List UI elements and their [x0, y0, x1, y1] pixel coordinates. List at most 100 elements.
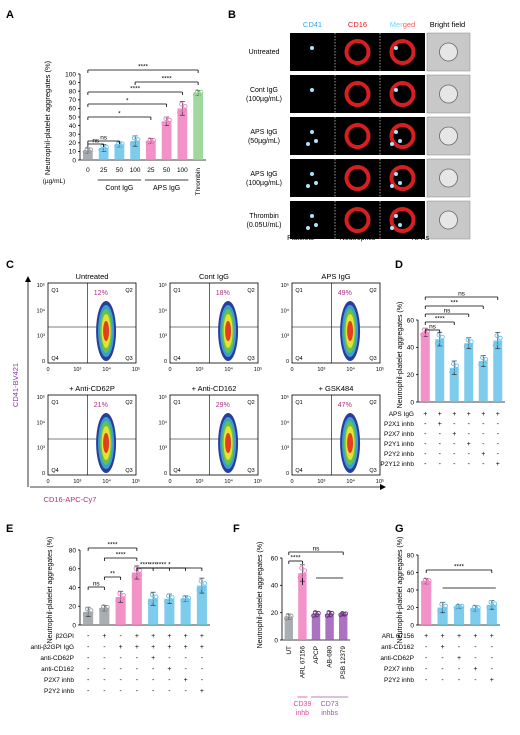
quadrant-label: Q1 — [295, 288, 302, 294]
condition-sign: - — [458, 677, 461, 684]
condition-sign: + — [490, 677, 494, 684]
data-point — [99, 607, 104, 613]
condition-sign: + — [151, 633, 155, 640]
condition-sign: - — [152, 666, 155, 673]
data-point — [439, 602, 444, 607]
y-tick-label: 60 — [407, 317, 415, 324]
condition-sign: + — [184, 644, 188, 651]
data-point — [476, 605, 481, 610]
data-point — [82, 612, 88, 617]
x-tick-label: 10⁵ — [376, 478, 384, 485]
data-point — [343, 611, 348, 616]
row-sublabel: (0.05U/mL) — [246, 222, 281, 229]
condition-sign: - — [491, 644, 494, 651]
data-point — [297, 575, 303, 581]
data-point — [492, 343, 498, 348]
condition-sign: - — [168, 655, 171, 662]
y-tick-label: 40 — [407, 345, 415, 352]
condition-sign: - — [424, 451, 427, 458]
data-point — [119, 596, 125, 601]
bar — [196, 585, 207, 625]
data-point — [198, 578, 204, 584]
condition-sign: - — [152, 677, 155, 684]
y-tick-label: 10⁴ — [159, 419, 168, 426]
dose-label: 25 — [100, 167, 108, 174]
x-tick-label: 10⁴ — [102, 478, 111, 485]
data-point — [302, 568, 308, 573]
y-tick-label: 10⁴ — [281, 307, 290, 314]
data-point — [167, 117, 172, 123]
data-point — [164, 599, 169, 604]
y-tick-label: 20 — [271, 610, 279, 617]
merged-platelet — [398, 223, 402, 227]
quadrant-label: Q4 — [51, 468, 58, 474]
data-point — [88, 608, 94, 613]
x-tick-label: 10⁴ — [224, 478, 233, 485]
condition-label: β2GPI — [55, 633, 74, 640]
merged-platelet — [394, 214, 398, 218]
condition-sign: - — [103, 666, 106, 673]
condition-sign: - — [453, 441, 456, 448]
bar — [421, 581, 432, 625]
y-tick-label: 60 — [271, 555, 279, 562]
data-point — [427, 578, 432, 583]
data-point — [186, 595, 191, 601]
data-point — [465, 337, 471, 343]
data-point — [451, 361, 456, 366]
bar — [338, 614, 348, 640]
data-point — [137, 568, 143, 573]
density-contour — [225, 321, 232, 341]
dose-label: 50 — [116, 167, 124, 174]
data-point — [133, 566, 139, 571]
condition-sign: - — [497, 451, 500, 458]
density-contour — [347, 321, 354, 341]
data-point — [470, 607, 475, 613]
x-tick-label: 10³ — [195, 479, 203, 485]
condition-sign: + — [200, 644, 204, 651]
condition-sign: - — [474, 655, 477, 662]
data-point — [170, 595, 175, 600]
condition-label: anti-CD162 — [381, 644, 414, 651]
plot-frame — [291, 282, 381, 364]
condition-label: P2Y2 inhb — [384, 451, 414, 458]
data-point — [179, 102, 184, 107]
bar — [164, 598, 175, 625]
platelet-dot — [310, 88, 314, 92]
condition-sign: - — [168, 677, 171, 684]
condition-sign: - — [136, 666, 139, 673]
bar — [83, 611, 94, 625]
data-point — [329, 610, 335, 616]
condition-sign: + — [452, 431, 456, 438]
bar — [131, 572, 142, 625]
condition-sign: + — [184, 633, 188, 640]
x-tick-label: ARL 67156 — [299, 646, 306, 679]
bar — [464, 343, 474, 402]
dose-label: 100 — [130, 167, 141, 174]
y-axis-title: Neutrophil-platelet aggregates (%) — [47, 537, 54, 644]
sig-e-5-label: *** — [149, 562, 157, 569]
neutrophil-cell — [344, 39, 371, 65]
y-axis-title: Neutrophil-platelet aggregates (%) — [397, 537, 404, 644]
condition-sign: - — [491, 655, 494, 662]
y-tick-label: 40 — [271, 583, 279, 590]
merged-platelet — [390, 226, 394, 230]
bar — [478, 361, 488, 402]
quadrant-label: Q4 — [295, 468, 302, 474]
condition-sign: - — [424, 441, 427, 448]
bar — [470, 608, 481, 625]
condition-label: anti-CD62P — [40, 655, 74, 662]
data-point — [463, 344, 469, 349]
sig-star3-label: **** — [130, 86, 141, 93]
bar — [435, 339, 445, 402]
thrombin-label: Thrombin — [195, 168, 202, 196]
platelet-dot — [310, 46, 314, 50]
condition-sign: + — [184, 677, 188, 684]
unit-label: (µg/mL) — [43, 178, 66, 185]
condition-label: ARL 67156 — [382, 633, 415, 640]
condition-sign: - — [439, 431, 442, 438]
data-point — [115, 598, 120, 603]
row-sublabel: (100µg/mL) — [246, 180, 282, 187]
sig-e-7-label: * — [168, 562, 171, 569]
bottom-label: NPAs — [412, 235, 430, 242]
